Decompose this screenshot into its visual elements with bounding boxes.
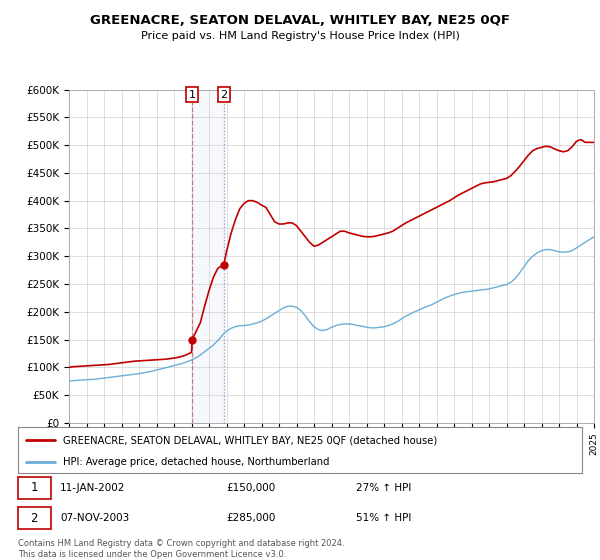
Text: £285,000: £285,000 (227, 513, 276, 523)
Text: 27% ↑ HPI: 27% ↑ HPI (356, 483, 412, 493)
Text: 11-JAN-2002: 11-JAN-2002 (60, 483, 125, 493)
Text: 2: 2 (31, 512, 38, 525)
Text: £150,000: £150,000 (227, 483, 276, 493)
Text: 1: 1 (188, 90, 196, 100)
Text: HPI: Average price, detached house, Northumberland: HPI: Average price, detached house, Nort… (63, 457, 329, 467)
Text: Contains HM Land Registry data © Crown copyright and database right 2024.
This d: Contains HM Land Registry data © Crown c… (18, 539, 344, 559)
Text: 51% ↑ HPI: 51% ↑ HPI (356, 513, 412, 523)
Text: 2: 2 (220, 90, 227, 100)
Text: 1: 1 (31, 482, 38, 494)
FancyBboxPatch shape (18, 507, 51, 529)
Text: Price paid vs. HM Land Registry's House Price Index (HPI): Price paid vs. HM Land Registry's House … (140, 31, 460, 41)
FancyBboxPatch shape (18, 477, 51, 499)
Bar (192, 90, 224, 423)
Text: GREENACRE, SEATON DELAVAL, WHITLEY BAY, NE25 0QF: GREENACRE, SEATON DELAVAL, WHITLEY BAY, … (90, 14, 510, 27)
Text: GREENACRE, SEATON DELAVAL, WHITLEY BAY, NE25 0QF (detached house): GREENACRE, SEATON DELAVAL, WHITLEY BAY, … (63, 435, 437, 445)
Text: 07-NOV-2003: 07-NOV-2003 (60, 513, 130, 523)
